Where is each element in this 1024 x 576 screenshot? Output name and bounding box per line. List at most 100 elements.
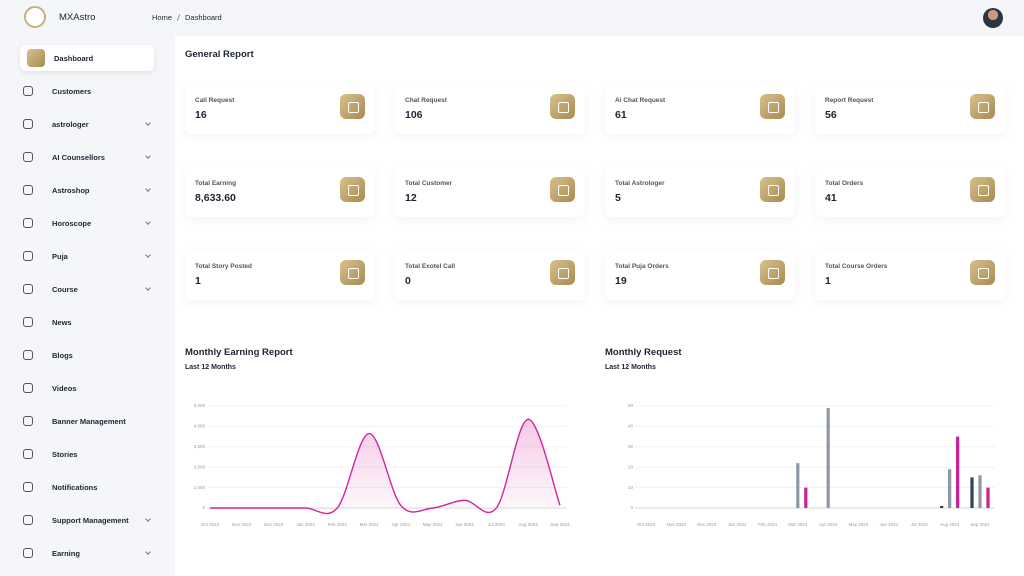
nav-item[interactable]: Course — [20, 276, 154, 302]
nav-item[interactable]: Dashboard — [20, 45, 154, 71]
bar — [940, 505, 944, 508]
x-tick-label: Apr 2024 — [819, 522, 838, 527]
x-tick-label: Oct 2023 — [201, 522, 220, 527]
nav-icon — [23, 548, 33, 558]
nav-item[interactable]: News — [20, 309, 154, 335]
nav-icon — [23, 152, 33, 162]
nav-item[interactable]: Puja — [20, 243, 154, 269]
stat-value: 5 — [615, 192, 621, 204]
nav-item[interactable]: Earning — [20, 540, 154, 566]
stat-label: Total Customer — [405, 180, 453, 187]
bar — [970, 477, 974, 508]
stat-value: 19 — [615, 275, 627, 287]
x-tick-label: Dec 2023 — [697, 522, 717, 527]
nav-label: Stories — [52, 449, 78, 459]
stat-card: Total Orders 41 — [815, 167, 1005, 217]
x-tick-label: Sep 2024 — [970, 522, 990, 527]
nav-label: Dashboard — [54, 53, 94, 63]
nav-item[interactable]: Support Management — [20, 507, 154, 533]
x-tick-label: Oct 2023 — [637, 522, 656, 527]
y-tick-label: 3,000 — [194, 444, 206, 449]
y-tick-label: 40 — [628, 424, 634, 429]
x-tick-label: May 2024 — [423, 522, 443, 527]
x-tick-label: Aug 2024 — [519, 522, 539, 527]
nav-item[interactable]: Astroshop — [20, 177, 154, 203]
nav-item[interactable]: Customers — [20, 78, 154, 104]
avatar[interactable] — [983, 8, 1003, 28]
main: General Report Call Request 16 Chat Reques… — [175, 36, 1024, 576]
stat-card: Total Puja Orders 19 — [605, 250, 795, 300]
nav-item[interactable]: Blogs — [20, 342, 154, 368]
stat-icon — [970, 94, 995, 119]
nav-item[interactable]: astrologer — [20, 111, 154, 137]
x-tick-label: Nov 2023 — [667, 522, 687, 527]
breadcrumb-link[interactable]: Home — [152, 13, 173, 22]
bar — [948, 469, 952, 508]
nav-label: Support Management — [52, 515, 129, 525]
chevron — [145, 120, 151, 126]
nav-label: Banner Management — [52, 416, 126, 426]
y-tick-label: 5,000 — [194, 403, 206, 408]
nav-item[interactable]: Videos — [20, 375, 154, 401]
bar — [978, 475, 982, 508]
x-tick-label: Dec 2023 — [264, 522, 284, 527]
stat-value: 41 — [825, 192, 837, 204]
separator — [176, 14, 181, 21]
nav-icon — [23, 317, 33, 327]
nav-label: Blogs — [52, 350, 73, 360]
nav-item[interactable]: Notifications — [20, 474, 154, 500]
nav-label: Puja — [52, 251, 68, 261]
nav-item[interactable]: AI Counsellors — [20, 144, 154, 170]
stat-label: Total Puja Orders — [615, 263, 669, 270]
x-tick-label: Feb 2024 — [328, 522, 348, 527]
chart: 0 1,000 2,000 3,000 4,000 5,000 Oct 2023 Nov 20… — [194, 403, 570, 527]
stat-icon — [970, 260, 995, 285]
chevron — [145, 252, 151, 258]
sidebar: Dashboard Customers astrologer AI Counsello… — [0, 36, 172, 576]
bar — [796, 463, 800, 508]
nav-item[interactable]: Horoscope — [20, 210, 154, 236]
stat-label: Total Course Orders — [825, 263, 888, 270]
stat-icon — [760, 260, 785, 285]
stat-icon — [550, 94, 575, 119]
stat-label: Report Request — [825, 97, 874, 104]
nav-icon — [23, 515, 33, 525]
nav-icon — [23, 251, 33, 261]
stat-card: Total Earning 8,633.60 — [185, 167, 375, 217]
nav-item[interactable]: Stories — [20, 441, 154, 467]
x-tick-label: Feb 2024 — [758, 522, 778, 527]
x-tick-label: Mar 2024 — [360, 522, 380, 527]
x-tick-label: Jan 2024 — [296, 522, 315, 527]
stat-label: Total Earning — [195, 180, 237, 187]
nav-label: Astroshop — [52, 185, 90, 195]
nav-label: Earning — [52, 548, 80, 558]
nav-label: Customers — [52, 86, 92, 96]
chevron — [145, 186, 151, 192]
x-tick-label: Jun 2024 — [455, 522, 474, 527]
x-tick-label: Jul 2024 — [911, 522, 929, 527]
stat-icon — [550, 260, 575, 285]
nav-item[interactable]: Banner Management — [20, 408, 154, 434]
nav-label: Course — [52, 284, 78, 294]
y-tick-label: 0 — [202, 505, 205, 510]
chart-subtitle: Last 12 Months — [185, 364, 236, 371]
x-tick-label: Aug 2024 — [940, 522, 960, 527]
chart-panel: Monthly Request Last 12 Months 0 10 20 30 40 50… — [605, 336, 1015, 571]
x-tick-label: Jun 2024 — [880, 522, 899, 527]
y-tick-label: 30 — [628, 444, 634, 449]
y-tick-label: 50 — [628, 403, 634, 408]
nav-label: AI Counsellors — [52, 152, 105, 162]
nav-label: Notifications — [52, 482, 98, 492]
bar — [956, 436, 960, 508]
stat-icon — [970, 177, 995, 202]
bar — [986, 487, 990, 508]
chart-subtitle: Last 12 Months — [605, 364, 656, 371]
nav-icon — [23, 449, 33, 459]
stat-icon — [550, 177, 575, 202]
nav-label: News — [52, 317, 72, 327]
stat-value: 106 — [405, 109, 423, 121]
x-tick-label: Nov 2023 — [232, 522, 252, 527]
stat-card: Chat Request 106 — [395, 84, 585, 134]
nav-label: Horoscope — [52, 218, 92, 228]
